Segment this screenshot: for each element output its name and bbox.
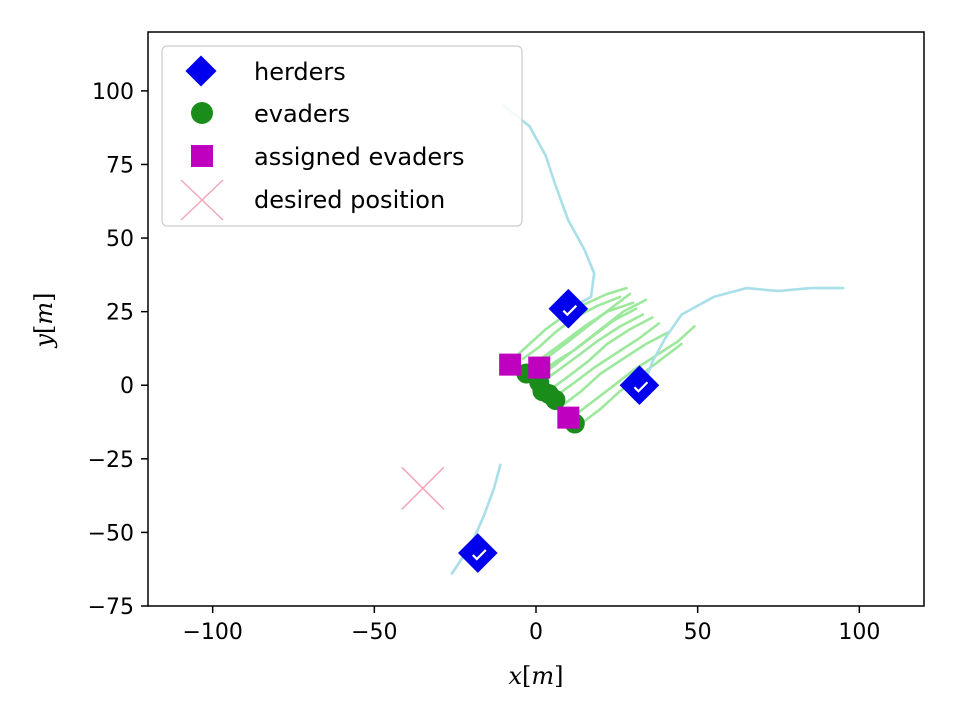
evader-trail bbox=[544, 313, 644, 381]
y-tick-label: 0 bbox=[120, 374, 134, 399]
herder-heading-mark bbox=[562, 304, 578, 317]
evader-trail bbox=[534, 298, 648, 381]
x-axis-label-var: x bbox=[508, 662, 522, 690]
y-axis-label-var: y bbox=[30, 334, 58, 349]
legend-circle-icon bbox=[191, 102, 213, 124]
evader-trail bbox=[570, 325, 696, 419]
x-tick-label: −100 bbox=[182, 620, 242, 645]
herder-marker bbox=[548, 288, 589, 329]
x-axis-label-unit: m bbox=[531, 662, 554, 690]
legend-item-assigned-evaders: assigned evaders bbox=[191, 143, 465, 171]
y-axis-label-open: [ bbox=[30, 325, 58, 334]
y-tick-label: −25 bbox=[88, 448, 134, 473]
trails-layer bbox=[450, 104, 845, 575]
x-axis-ticks: −100 −50 0 50 100 bbox=[182, 606, 880, 645]
x-axis-label-close: ] bbox=[554, 662, 563, 690]
x-tick-label: 100 bbox=[838, 620, 880, 645]
y-tick-label: 75 bbox=[106, 153, 134, 178]
legend-box bbox=[161, 45, 523, 227]
legend-diamond-icon bbox=[185, 55, 217, 87]
legend: herders evaders assigned evaders desired… bbox=[161, 45, 523, 227]
y-axis-label-close: ] bbox=[30, 292, 58, 301]
x-tick-label: 0 bbox=[529, 620, 543, 645]
y-axis-label: y[m] bbox=[30, 292, 58, 348]
evader-trail bbox=[557, 322, 661, 396]
herder-heading-mark bbox=[633, 381, 649, 393]
legend-label-herders: herders bbox=[254, 58, 346, 86]
desired-position-marker bbox=[401, 466, 445, 510]
y-tick-label: −50 bbox=[88, 521, 134, 546]
legend-label-evaders: evaders bbox=[254, 100, 350, 128]
evader-marker bbox=[545, 389, 566, 410]
y-axis-ticks: −75 −50 −25 0 25 50 75 100 bbox=[88, 80, 148, 620]
y-tick-label: 100 bbox=[92, 80, 134, 105]
y-tick-label: 50 bbox=[106, 227, 134, 252]
x-tick-label: −50 bbox=[351, 620, 397, 645]
legend-label-assigned-evaders: assigned evaders bbox=[254, 143, 465, 171]
herder-heading-mark bbox=[472, 549, 487, 561]
y-tick-label: −75 bbox=[88, 595, 134, 620]
legend-item-desired-position: desired position bbox=[180, 179, 445, 221]
x-axis-label: x[m] bbox=[508, 662, 563, 690]
legend-item-herders: herders bbox=[185, 55, 346, 87]
x-tick-label: 50 bbox=[684, 620, 712, 645]
assigned-evader-marker bbox=[499, 353, 522, 376]
herder-trail bbox=[502, 104, 596, 308]
y-axis-label-unit: m bbox=[30, 302, 58, 325]
herder-marker bbox=[619, 365, 660, 406]
evader-trail bbox=[531, 301, 635, 366]
herder-trail bbox=[644, 286, 845, 381]
legend-label-desired-position: desired position bbox=[254, 186, 445, 214]
legend-square-icon bbox=[191, 145, 213, 167]
evader-trail bbox=[560, 330, 670, 408]
assigned-evader-marker bbox=[528, 356, 551, 379]
evader-trail bbox=[550, 316, 654, 390]
assigned-evader-marker bbox=[557, 406, 580, 429]
markers-layer bbox=[401, 288, 660, 573]
legend-x-icon-stroke-2 bbox=[180, 179, 224, 221]
x-axis-label-open: [ bbox=[522, 662, 531, 690]
legend-item-evaders: evaders bbox=[191, 100, 350, 128]
y-tick-label: 25 bbox=[106, 301, 134, 326]
herder-marker bbox=[458, 533, 498, 573]
